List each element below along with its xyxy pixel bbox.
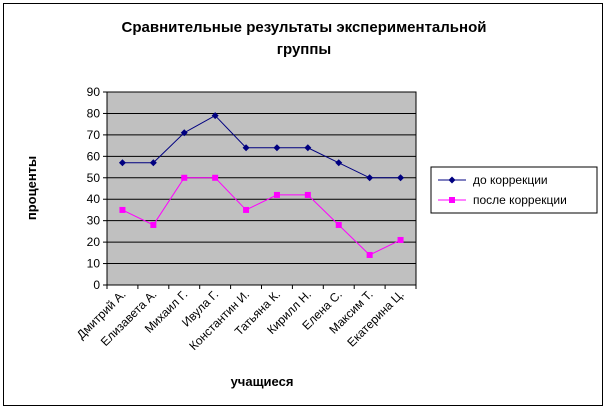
data-point bbox=[397, 236, 404, 243]
data-point bbox=[242, 144, 250, 152]
data-point bbox=[304, 144, 312, 152]
legend-box bbox=[430, 166, 598, 214]
data-point bbox=[366, 251, 373, 258]
y-tick-label: 40 bbox=[87, 192, 101, 206]
data-point bbox=[243, 206, 250, 213]
y-tick-label: 20 bbox=[87, 235, 101, 249]
y-tick-label: 50 bbox=[87, 171, 101, 185]
x-axis-title: учащиеся bbox=[231, 374, 294, 389]
data-point bbox=[119, 206, 126, 213]
y-axis-title: проценты bbox=[24, 156, 39, 220]
gridlines bbox=[107, 112, 416, 265]
data-point bbox=[180, 129, 188, 137]
data-point bbox=[150, 221, 157, 228]
data-point bbox=[118, 159, 126, 167]
data-point bbox=[181, 174, 188, 181]
data-point bbox=[335, 221, 342, 228]
data-point bbox=[273, 144, 281, 152]
chart-title-line-2: группы bbox=[277, 41, 332, 58]
y-tick-label: 80 bbox=[87, 106, 101, 120]
data-point bbox=[212, 174, 219, 181]
data-point bbox=[397, 174, 405, 182]
y-axis-ticks: 0 10 20 30 40 50 60 70 80 90 bbox=[87, 85, 107, 292]
chart-title-line-1: Сравнительные результаты экспериментальн… bbox=[122, 19, 487, 36]
y-tick-label: 60 bbox=[87, 149, 101, 163]
data-point bbox=[366, 174, 374, 182]
y-tick-label: 70 bbox=[87, 128, 101, 142]
legend-marker bbox=[448, 176, 456, 184]
series-line-1 bbox=[122, 114, 401, 179]
legend-label-1: до коррекции bbox=[473, 173, 548, 187]
data-point bbox=[273, 191, 280, 198]
data-point bbox=[211, 112, 219, 120]
series-line-2 bbox=[122, 177, 401, 256]
legend: до коррекции после коррекции bbox=[430, 166, 598, 214]
y-tick-label: 0 bbox=[93, 278, 100, 292]
series-lines bbox=[118, 112, 405, 258]
data-point bbox=[304, 191, 311, 198]
legend-marker bbox=[449, 197, 455, 203]
data-point bbox=[335, 159, 343, 167]
plot-area bbox=[106, 91, 417, 286]
x-axis-ticks: Дмитрий А.Елизавета А.Михаил Г.Ивула Г.К… bbox=[74, 285, 417, 353]
y-tick-label: 10 bbox=[87, 257, 101, 271]
y-tick-label: 90 bbox=[87, 85, 101, 99]
y-tick-label: 30 bbox=[87, 214, 101, 228]
data-point bbox=[149, 159, 157, 167]
legend-label-2: после коррекции bbox=[473, 193, 567, 207]
